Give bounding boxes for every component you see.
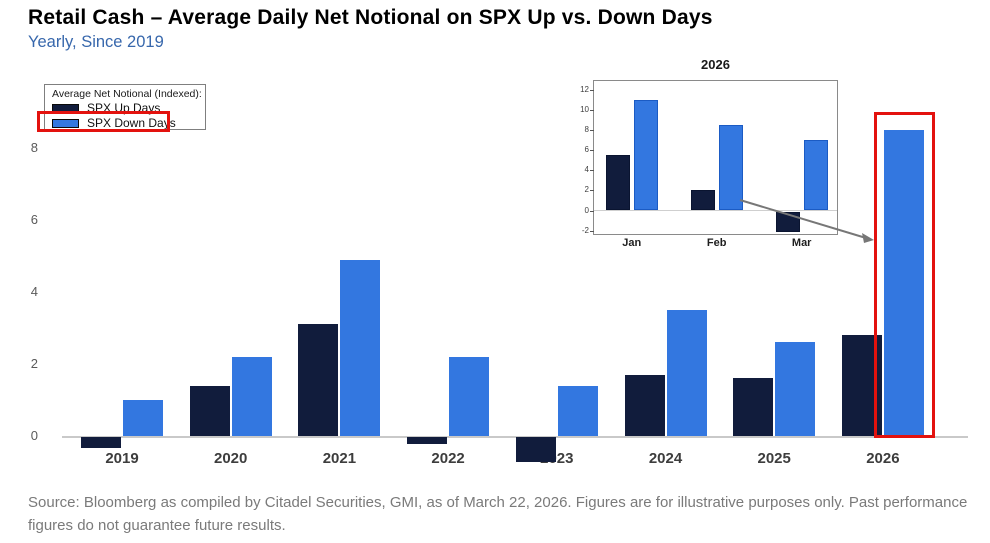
inset-ytick-8: 8	[584, 125, 589, 135]
inset-bar-mar-spx-up-days	[775, 211, 800, 232]
page-subtitle: Yearly, Since 2019	[28, 33, 164, 51]
main-bar-2019-spx-down-days	[123, 400, 163, 436]
main-ytick-8: 8	[30, 140, 38, 155]
legend: Average Net Notional (Indexed): SPX Up D…	[44, 84, 206, 130]
inset-ytickmark--2	[590, 230, 594, 232]
legend-title: Average Net Notional (Indexed):	[52, 88, 202, 100]
main-bar-2026-spx-down-days	[883, 130, 924, 436]
main-ytick-6: 6	[30, 212, 38, 227]
inset-bar-feb-spx-down-days	[718, 125, 743, 211]
inset-ytickmark-0	[590, 210, 594, 212]
main-bar-2021-spx-up-days	[298, 324, 339, 436]
main-ytick-0: 0	[30, 428, 38, 443]
inset-zero-line	[594, 210, 837, 211]
main-bar-2025-spx-up-days	[733, 378, 774, 436]
main-bar-2025-spx-down-days	[775, 342, 816, 436]
main-xtick-2021: 2021	[322, 450, 357, 467]
main-ytick-4: 4	[30, 284, 38, 299]
main-bar-2020-spx-up-days	[189, 385, 230, 436]
inset-ytick-4: 4	[584, 165, 589, 175]
inset-ytickmark-10	[590, 110, 594, 112]
inset-bar-jan-spx-up-days	[605, 155, 630, 211]
main-bar-2024-spx-down-days	[666, 310, 707, 436]
main-bar-2022-spx-up-days	[407, 437, 448, 445]
main-bar-2023-spx-up-days	[515, 437, 556, 463]
main-xtick-2022: 2022	[431, 450, 465, 467]
inset-ytick-6: 6	[584, 145, 589, 155]
page-title: Retail Cash – Average Daily Net Notional…	[28, 6, 713, 29]
inset-ytickmark-6	[590, 150, 594, 152]
main-xtick-2026: 2026	[866, 450, 900, 467]
main-xtick-2019: 2019	[105, 450, 139, 467]
main-bar-2020-spx-down-days	[231, 356, 272, 436]
inset-ytick-0: 0	[584, 205, 589, 215]
main-chart-zero-baseline	[62, 436, 968, 438]
inset-chart-frame	[593, 80, 838, 235]
inset-ytickmark-8	[590, 130, 594, 132]
inset-xtick-jan: Jan	[622, 237, 642, 249]
inset-ytick-12: 12	[580, 85, 589, 95]
inset-xtick-feb: Feb	[706, 237, 727, 249]
main-bar-2023-spx-down-days	[557, 385, 598, 436]
inset-ytick--2: -2	[581, 225, 589, 235]
inset-ytickmark-2	[590, 190, 594, 192]
main-xtick-2024: 2024	[648, 450, 683, 467]
inset-bar-feb-spx-up-days	[690, 190, 715, 211]
inset-bar-mar-spx-down-days	[803, 140, 828, 211]
main-ytick-2: 2	[30, 356, 38, 371]
inset-xtick-mar: Mar	[791, 237, 812, 249]
source-note: Source: Bloomberg as compiled by Citadel…	[28, 494, 968, 534]
inset-ytickmark-4	[590, 170, 594, 172]
main-xtick-2020: 2020	[214, 450, 248, 467]
legend-item-spx-down-days: SPX Down Days	[52, 116, 199, 130]
highlight-red-box-2026-down-bar	[874, 112, 935, 438]
inset-bar-jan-spx-down-days	[633, 100, 658, 211]
inset-ytick-10: 10	[580, 105, 589, 115]
main-bar-2024-spx-up-days	[624, 374, 665, 436]
inset-ytick-2: 2	[584, 185, 589, 195]
inset-chart-title: 2026	[701, 57, 730, 72]
main-bar-2019-spx-up-days	[81, 437, 121, 448]
highlight-red-box-legend-down-days	[37, 111, 170, 132]
spx-down-days-swatch-icon	[52, 118, 79, 128]
legend-label-spx-down-days: SPX Down Days	[87, 116, 176, 130]
main-xtick-2025: 2025	[757, 450, 791, 467]
main-bar-2021-spx-down-days	[340, 259, 381, 436]
inset-ytickmark-12	[590, 90, 594, 92]
main-bar-2022-spx-down-days	[449, 356, 490, 436]
